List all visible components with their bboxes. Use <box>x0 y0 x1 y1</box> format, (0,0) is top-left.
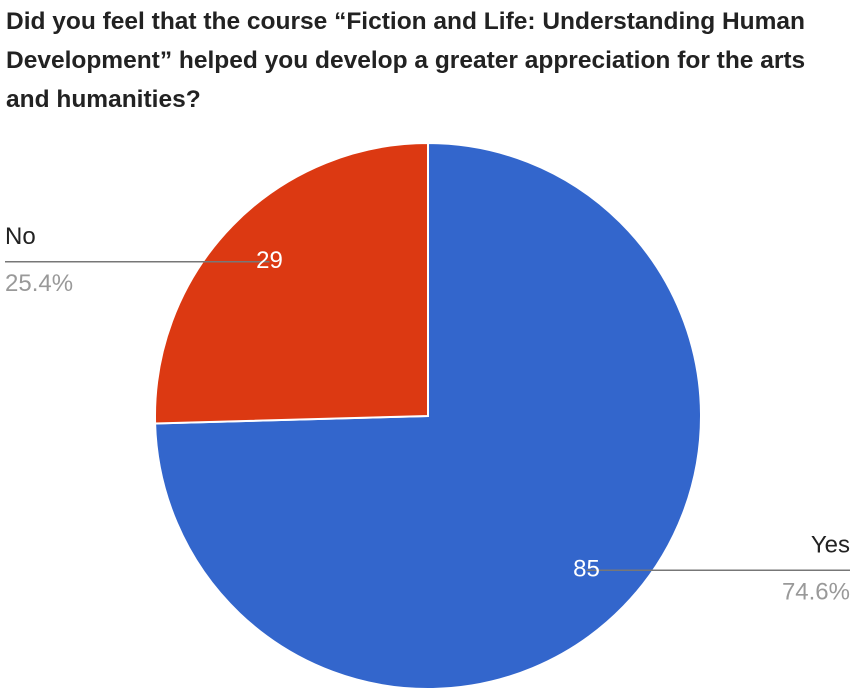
pie-slice <box>154 141 429 425</box>
data-label: 29 <box>256 247 283 274</box>
legend-label: Yes <box>811 532 850 559</box>
chart-title: Did you feel that the course “Fiction an… <box>6 8 806 113</box>
percent-label: 74.6% <box>782 579 850 606</box>
data-label: 85 <box>573 556 600 583</box>
legend-label: No <box>5 223 36 250</box>
percent-label: 25.4% <box>5 270 73 297</box>
